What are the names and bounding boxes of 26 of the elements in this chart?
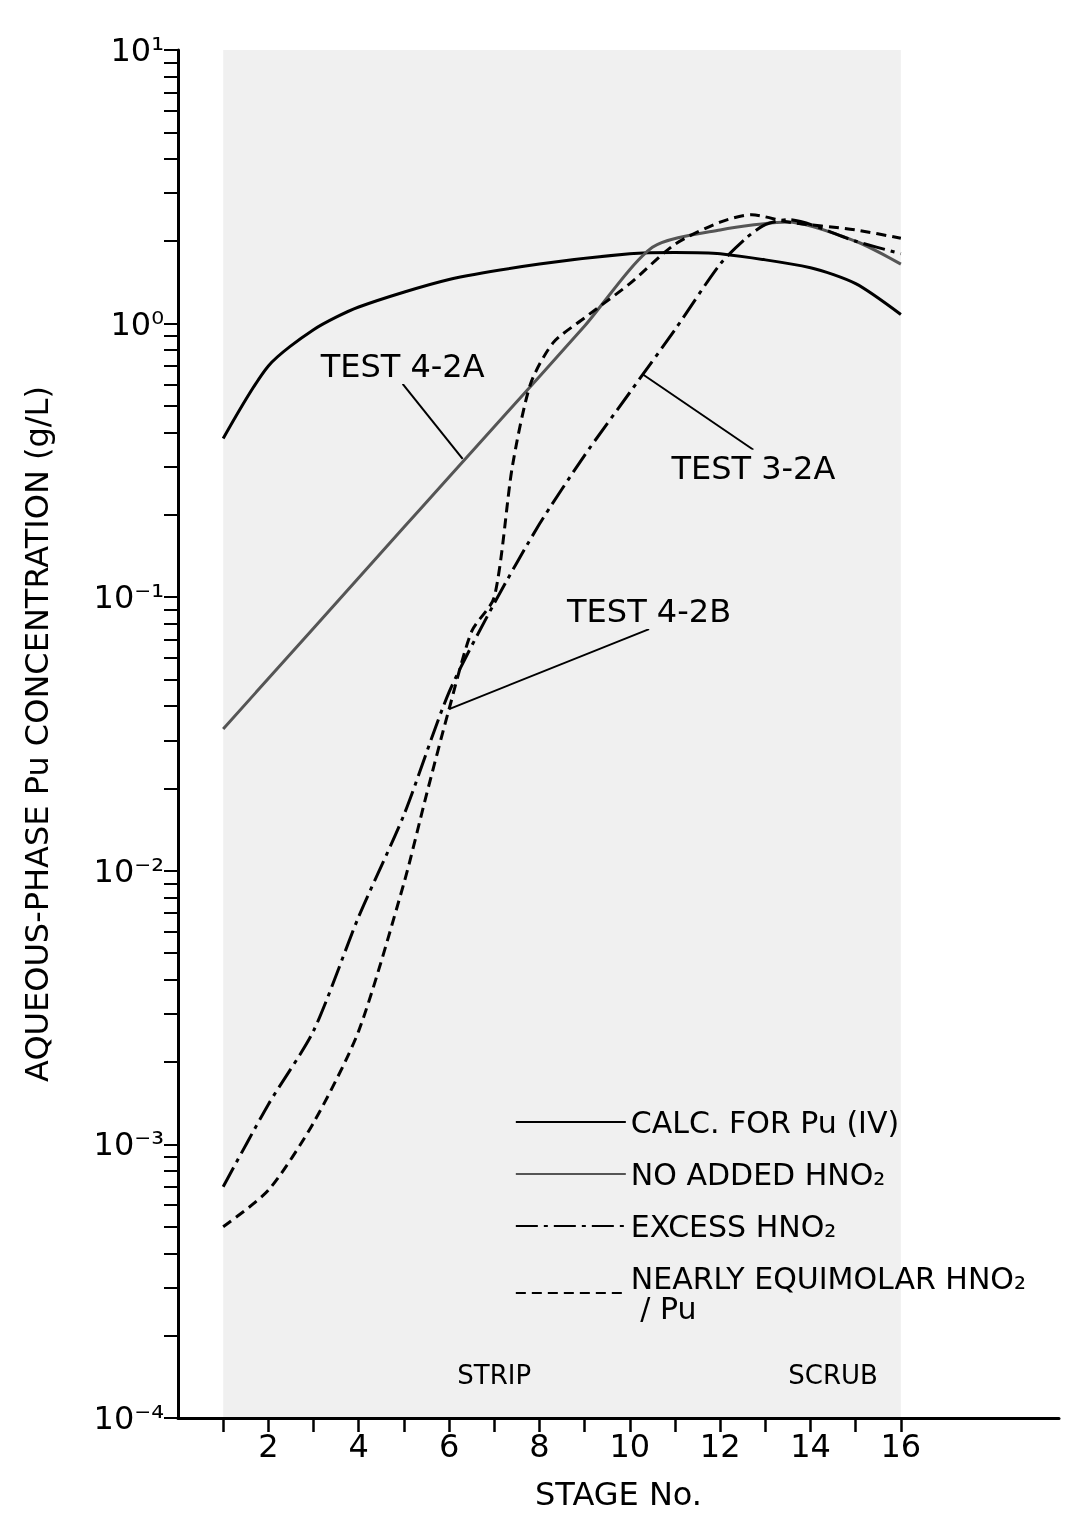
line-series	[221, 220, 903, 731]
x-tick-label: 4	[348, 1427, 369, 1465]
band-label: SCRUB	[788, 1360, 878, 1390]
x-tick-label: 2	[258, 1427, 279, 1465]
annotation: TEST 3-2A	[670, 448, 836, 487]
y-tick-label: 10⁻⁴	[93, 1399, 164, 1437]
y-axis-title: AQUEOUS-PHASE Pu CONCENTRATION (g/L)	[18, 386, 56, 1082]
y-tick-label: 10¹	[110, 31, 164, 69]
y-tick-label: 10⁻¹	[93, 578, 164, 617]
legend-label: NO ADDED HNO₂	[630, 1156, 886, 1192]
x-tick-label: 8	[529, 1427, 550, 1465]
x-axis-title: STAGE No.	[534, 1475, 703, 1513]
x-tick-label: 6	[438, 1427, 460, 1465]
legend-label: NEARLY EQUIMOLAR HNO₂ / Pu	[630, 1260, 1026, 1326]
legend-label: EXCESS HNO₂	[630, 1208, 837, 1244]
y-tick-label: 10⁻²	[93, 851, 164, 890]
y-tick-label: 10⁰	[110, 304, 164, 343]
x-tick-label: 10	[609, 1427, 651, 1465]
annotation: TEST 4-2B	[566, 592, 732, 631]
x-tick-label: 12	[699, 1427, 741, 1465]
y-tick-label: 10⁻³	[93, 1125, 164, 1164]
band-label: STRIP	[457, 1360, 532, 1390]
annotation: TEST 4-2A	[319, 346, 485, 385]
x-tick-label: 16	[880, 1427, 922, 1465]
x-tick-label: 14	[790, 1427, 831, 1465]
legend-label: CALC. FOR Pu (IV)	[630, 1104, 900, 1140]
